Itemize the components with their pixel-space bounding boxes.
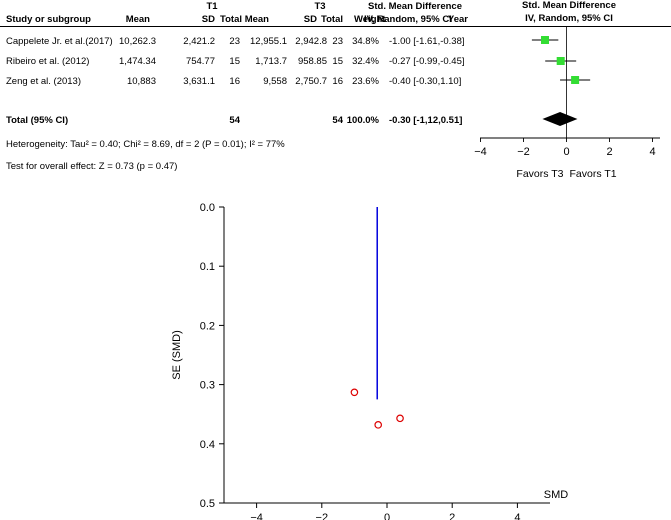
group-t3-header: T3 — [314, 1, 325, 12]
table-row: Zeng et al. (2013) 10,883 3,631.1 16 9,5… — [6, 76, 461, 87]
col-header-t1-sd: SD — [202, 14, 215, 25]
t3-total: 16 — [332, 76, 343, 87]
funnel-x-tick-label: −4 — [250, 512, 263, 520]
study-effect-marker — [556, 57, 565, 65]
study-effect-marker — [541, 36, 549, 44]
favors-right-label: Favors T1 — [570, 168, 617, 180]
total-label: Total (95% CI) — [6, 115, 68, 126]
forest-header: T1 T3 Std. Mean Difference Std. Mean Dif… — [6, 0, 616, 25]
t3-total: 23 — [332, 36, 343, 47]
col-header-t1-total: Total — [220, 14, 242, 25]
t1-sd: 3,631.1 — [183, 76, 215, 87]
t3-sd: 2,942.8 — [295, 36, 327, 47]
effect-header-sub-1: IV, Random, 95% CI — [364, 14, 452, 25]
forest-tick-label: 4 — [649, 146, 655, 158]
overall-effect-text: Test for overall effect: Z = 0.73 (p = 0… — [6, 161, 177, 172]
funnel-x-tick-label: 2 — [449, 512, 455, 520]
weight: 32.4% — [352, 56, 379, 67]
col-header-t1-mean: Mean — [126, 14, 150, 25]
t3-mean: 12,955.1 — [250, 36, 287, 47]
t1-mean: 10,883 — [127, 76, 156, 87]
forest-tick-label: 2 — [606, 146, 612, 158]
funnel-y-tick-label: 0.1 — [200, 261, 215, 273]
weight: 23.6% — [352, 76, 379, 87]
study-name: Zeng et al. (2013) — [6, 76, 81, 87]
col-header-t3-mean: Mean — [245, 14, 269, 25]
t1-total: 16 — [229, 76, 240, 87]
table-row: Cappelete Jr. et al.(2017) 10,262.3 2,42… — [6, 36, 465, 47]
funnel-x-axis-label: SMD — [544, 489, 569, 501]
ci-text: -1.00 [-1.61,-0.38] — [389, 36, 465, 47]
effect-header-top-1: Std. Mean Difference — [368, 1, 462, 12]
effect-header-top-2: Std. Mean Difference — [522, 0, 616, 11]
funnel-plot: 0.0 0.1 0.2 0.3 0.4 0.5 −4 −2 0 2 4 SE (SMD) SMD — [171, 202, 568, 520]
funnel-y-tick-label: 0.3 — [200, 380, 215, 392]
funnel-y-axis-label: SE (SMD) — [171, 330, 183, 380]
funnel-x-tick-label: −2 — [316, 512, 329, 520]
col-header-weight: Weight — [354, 14, 386, 25]
t3-mean: 9,558 — [263, 76, 287, 87]
forest-tick-label: −2 — [517, 146, 530, 158]
total-weight: 100.0% — [347, 115, 380, 126]
favors-left-label: Favors T3 — [516, 168, 563, 180]
ci-text: -0.40 [-0.30,1.10] — [389, 76, 461, 87]
study-name: Cappelete Jr. et al.(2017) — [6, 36, 113, 47]
table-row: Ribeiro et al. (2012) 1,474.34 754.77 15… — [6, 56, 465, 67]
col-header-year: Year — [448, 14, 468, 25]
heterogeneity-text: Heterogeneity: Tau² = 0.40; Chi² = 8.69,… — [6, 139, 285, 150]
t3-total: 15 — [332, 56, 343, 67]
forest-plot: −4 −2 0 2 4 Favors T3 Favors T1 — [474, 27, 660, 180]
effect-header-sub-2: IV, Random, 95% CI — [525, 13, 613, 24]
t1-mean: 10,262.3 — [119, 36, 156, 47]
total-row: Total (95% CI) 54 54 100.0% -0.30 [-1,12… — [6, 115, 462, 126]
weight: 34.8% — [352, 36, 379, 47]
study-name: Ribeiro et al. (2012) — [6, 56, 89, 67]
t1-sd: 2,421.2 — [183, 36, 215, 47]
t3-sd: 958.85 — [298, 56, 327, 67]
funnel-x-tick-label: 4 — [514, 512, 520, 520]
study-point — [350, 388, 359, 397]
t1-mean: 1,474.34 — [119, 56, 156, 67]
forest-tick-label: −4 — [474, 146, 487, 158]
col-header-t3-total: Total — [321, 14, 343, 25]
study-effect-marker — [571, 76, 580, 84]
funnel-x-tick-label: 0 — [384, 512, 390, 520]
pooled-effect-diamond — [542, 112, 578, 126]
group-t1-header: T1 — [206, 1, 218, 12]
t1-total: 23 — [229, 36, 240, 47]
study-point — [396, 414, 404, 423]
forest-tick-label: 0 — [563, 146, 569, 158]
t1-total: 15 — [229, 56, 240, 67]
total-ci-text: -0.30 [-1,12,0.51] — [389, 115, 462, 126]
funnel-y-tick-label: 0.0 — [200, 202, 215, 214]
t3-sd: 2,750.7 — [295, 76, 327, 87]
study-point — [374, 421, 382, 429]
col-header-study: Study or subgroup — [6, 14, 91, 25]
col-header-t3-sd: SD — [304, 14, 317, 25]
t1-sd: 754.77 — [186, 56, 215, 67]
funnel-y-tick-label: 0.4 — [200, 439, 215, 451]
study-rows: Cappelete Jr. et al.(2017) 10,262.3 2,42… — [6, 36, 465, 172]
total-t3: 54 — [332, 115, 343, 126]
funnel-y-tick-label: 0.5 — [200, 498, 215, 510]
funnel-y-tick-label: 0.2 — [200, 320, 215, 332]
t3-mean: 1,713.7 — [255, 56, 287, 67]
total-t1: 54 — [229, 115, 240, 126]
ci-text: -0.27 [-0.99,-0.45] — [389, 56, 465, 67]
